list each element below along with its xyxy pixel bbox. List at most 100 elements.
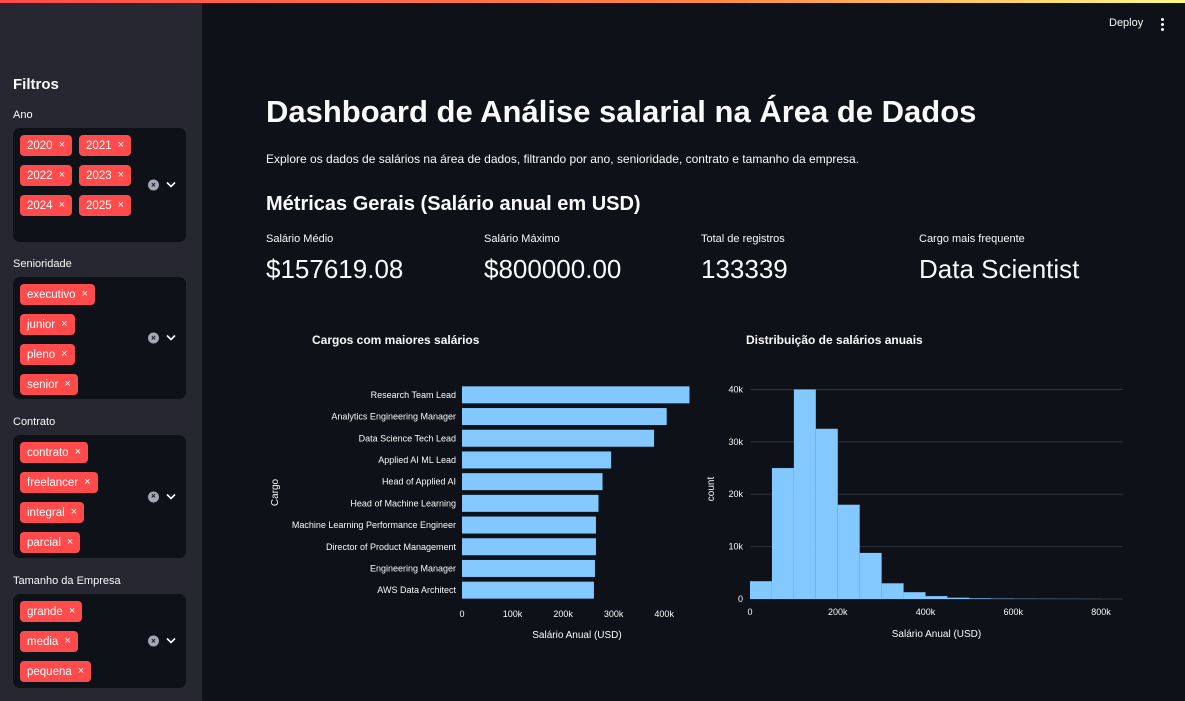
page-title: Dashboard de Análise salarial na Área de… [266, 94, 977, 129]
chip-list: executivo × junior × pleno × senior × [20, 284, 148, 395]
chip-remove-icon[interactable]: × [64, 635, 71, 647]
sidebar: Filtros Ano 2020 × 2021 × 2022 × 2023 × 2024 × 202… [0, 0, 202, 701]
bar [462, 559, 595, 577]
chip-label: 2023 [86, 169, 112, 182]
chip-remove-icon[interactable]: × [74, 446, 81, 458]
chip-remove-icon[interactable]: × [81, 288, 89, 300]
x-tick-label: 200k [553, 609, 573, 619]
chart-title: Cargos com maiores salários [312, 333, 480, 347]
filter-chip-integral[interactable]: integral × [20, 502, 85, 523]
chevron-down-icon[interactable] [166, 493, 176, 500]
y-tick-label: 30k [728, 437, 743, 447]
chip-remove-icon[interactable]: × [61, 348, 68, 360]
x-tick-label: 800k [1091, 607, 1111, 617]
y-tick-label: Analytics Engineering Manager [331, 412, 456, 422]
filter-chip-senior[interactable]: senior × [20, 374, 78, 395]
filter-chip-grande[interactable]: grande × [20, 601, 83, 622]
filter-chip-2020[interactable]: 2020 × [20, 135, 73, 156]
salary-distribution-chart: Distribuição de salários anuais 0 10k 20k 30… [700, 322, 1140, 652]
filter-chip-executivo[interactable]: executivo × [20, 284, 96, 305]
chip-label: 2024 [27, 199, 53, 212]
x-axis-title: Salário Anual (USD) [892, 629, 981, 640]
histogram-bar [947, 597, 970, 599]
filter-chip-2024[interactable]: 2024 × [20, 195, 73, 216]
filter-label-contrato: Contrato [13, 416, 56, 428]
multiselect-ano[interactable]: 2020 × 2021 × 2022 × 2023 × 2024 × 2025 × × [13, 128, 186, 242]
chip-label: contrato [27, 446, 69, 459]
chevron-down-icon[interactable] [166, 181, 176, 189]
filter-chip-pleno[interactable]: pleno × [20, 344, 75, 365]
metric-value: $800000.00 [484, 254, 622, 284]
y-tick-label: Director of Product Management [326, 542, 457, 552]
chevron-down-icon[interactable] [166, 334, 176, 342]
x-tick-label: 400k [654, 609, 674, 619]
multiselect-controls: × [148, 635, 176, 647]
filter-chip-parcial[interactable]: parcial × [20, 532, 81, 553]
multiselect-controls: × [148, 179, 176, 191]
bar [462, 494, 599, 512]
top-salaries-chart-svg: Cargos com maiores salários Research Team… [270, 333, 690, 641]
chip-remove-icon[interactable]: × [117, 169, 125, 181]
chip-label: freelancer [27, 476, 79, 489]
y-tick-label: Machine Learning Performance Engineer [292, 520, 456, 530]
chip-label: integral [27, 506, 65, 519]
chip-label: senior [27, 378, 59, 391]
filter-chip-junior[interactable]: junior × [20, 314, 75, 335]
histogram-bar [881, 583, 904, 599]
metric-salario-medio: Salário Médio $157619.08 [266, 233, 403, 285]
chip-label: pequena [27, 665, 72, 678]
chip-remove-icon[interactable]: × [64, 378, 71, 390]
filter-chip-contrato[interactable]: contrato × [20, 442, 88, 463]
clear-icon[interactable]: × [148, 179, 159, 191]
bar [462, 581, 594, 599]
metric-label: Cargo mais frequente [919, 233, 1025, 245]
y-tick-label: Head of Machine Learning [350, 498, 456, 508]
chip-remove-icon[interactable]: × [68, 605, 76, 617]
chip-label: pleno [27, 348, 56, 361]
metric-label: Salário Médio [266, 233, 334, 245]
bar [462, 473, 603, 491]
filter-chip-pequena[interactable]: pequena × [20, 661, 92, 682]
bar [462, 516, 596, 534]
metric-total-registros: Total de registros 133339 [701, 233, 788, 285]
chip-remove-icon[interactable]: × [77, 665, 85, 677]
multiselect-controls: × [148, 332, 176, 344]
multiselect-tamanho[interactable]: grande × media × pequena × × [13, 594, 186, 688]
chart-title: Distribuição de salários anuais [746, 333, 923, 347]
histogram-bar [859, 552, 882, 599]
clear-icon[interactable]: × [148, 491, 159, 502]
histogram-bar [815, 428, 838, 599]
clear-icon[interactable]: × [148, 635, 159, 647]
y-tick-label: Head of Applied AI [382, 477, 456, 487]
chip-remove-icon[interactable]: × [58, 169, 66, 181]
x-tick-label: 200k [828, 607, 848, 617]
multiselect-contrato[interactable]: contrato × freelancer × integral × parcial × × [13, 435, 186, 558]
chip-remove-icon[interactable]: × [117, 139, 125, 151]
chip-remove-icon[interactable]: × [117, 199, 125, 211]
filter-chip-media[interactable]: media × [20, 631, 78, 652]
chip-remove-icon[interactable]: × [58, 199, 66, 211]
histogram-bar [969, 598, 992, 599]
metric-value: 133339 [701, 254, 788, 284]
bar [462, 538, 596, 556]
chip-remove-icon[interactable]: × [70, 506, 78, 518]
chip-label: 2022 [27, 169, 53, 182]
kebab-menu-icon[interactable] [1156, 15, 1168, 33]
y-axis-title: count [706, 477, 717, 502]
chip-list: 2020 × 2021 × 2022 × 2023 × 2024 × 2025 × [20, 135, 148, 216]
chip-remove-icon[interactable]: × [66, 536, 74, 548]
histogram-bar [903, 592, 926, 599]
filter-chip-2022[interactable]: 2022 × [20, 165, 73, 186]
deploy-button[interactable]: Deploy [1109, 17, 1144, 29]
filter-chip-2021[interactable]: 2021 × [79, 135, 132, 156]
chip-remove-icon[interactable]: × [58, 139, 66, 151]
chip-remove-icon[interactable]: × [61, 318, 68, 330]
filter-chip-2023[interactable]: 2023 × [79, 165, 132, 186]
chip-remove-icon[interactable]: × [84, 476, 91, 488]
x-axis-title: Salário Anual (USD) [532, 630, 621, 641]
multiselect-senioridade[interactable]: executivo × junior × pleno × senior × × [13, 277, 186, 399]
clear-icon[interactable]: × [148, 332, 159, 344]
filter-chip-freelancer[interactable]: freelancer × [20, 472, 98, 493]
chevron-down-icon[interactable] [166, 637, 176, 645]
filter-chip-2025[interactable]: 2025 × [79, 195, 132, 216]
